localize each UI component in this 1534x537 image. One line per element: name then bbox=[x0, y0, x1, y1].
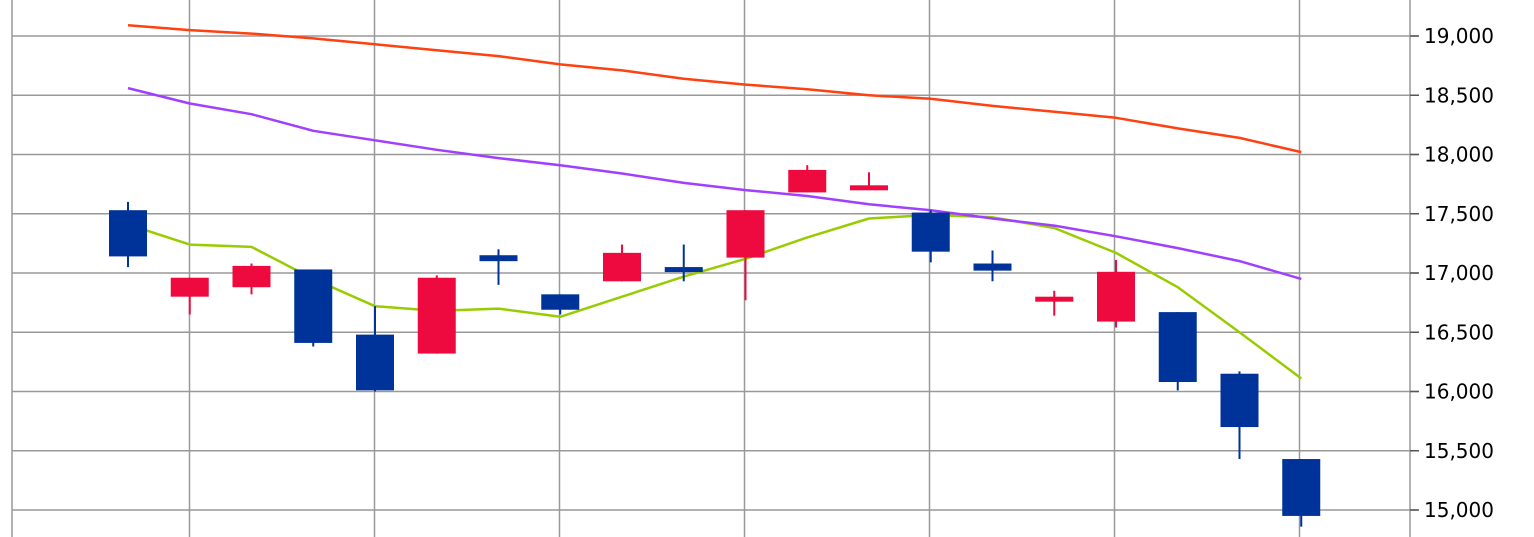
y-tick-label: 18,500 bbox=[1424, 83, 1494, 107]
candle-body-up bbox=[232, 265, 271, 288]
y-tick-label: 18,000 bbox=[1424, 143, 1494, 167]
candle bbox=[911, 210, 950, 263]
y-tick-label: 16,000 bbox=[1424, 380, 1494, 404]
candle bbox=[1097, 259, 1135, 328]
candle-body-down bbox=[1158, 312, 1197, 383]
candle bbox=[479, 249, 518, 285]
candle-body-down bbox=[294, 269, 333, 343]
candle-body-down bbox=[541, 294, 580, 310]
candle bbox=[417, 275, 456, 354]
candle-body-down bbox=[973, 263, 1012, 271]
candle bbox=[788, 165, 827, 193]
candle-body-up bbox=[1097, 271, 1135, 322]
candle-body-up bbox=[417, 277, 456, 354]
candle bbox=[541, 294, 580, 315]
candle-body-up bbox=[603, 252, 641, 282]
candle bbox=[294, 269, 333, 347]
candle bbox=[664, 244, 703, 282]
candle-body-down bbox=[109, 210, 147, 257]
candle bbox=[170, 277, 209, 315]
y-tick-label: 16,500 bbox=[1424, 320, 1494, 344]
candle-body-down bbox=[911, 212, 950, 252]
candle-body-down bbox=[479, 255, 518, 262]
y-tick-label: 17,500 bbox=[1424, 202, 1494, 226]
candle-body-down bbox=[1282, 459, 1321, 516]
candle bbox=[356, 306, 394, 392]
candles bbox=[109, 165, 1321, 527]
candle bbox=[603, 244, 641, 282]
candle-body-up bbox=[726, 210, 765, 258]
candle-body-up bbox=[1035, 296, 1074, 302]
candle bbox=[1035, 290, 1074, 316]
y-axis: 15,000 15,500 16,000 16,500 17,000 17,500 18,0… bbox=[1410, 24, 1494, 522]
y-tick-label: 15,500 bbox=[1424, 439, 1494, 463]
candle-body-down bbox=[356, 334, 394, 391]
candle-body-up bbox=[850, 185, 888, 191]
moving-average-line-3 bbox=[127, 24, 1302, 154]
y-tick-label: 15,000 bbox=[1424, 498, 1494, 522]
candle bbox=[109, 201, 147, 268]
candle-body-down bbox=[664, 267, 703, 273]
candle bbox=[1220, 371, 1259, 460]
candle bbox=[1282, 459, 1321, 527]
y-tick-label: 17,000 bbox=[1424, 261, 1494, 285]
y-tick-label: 19,000 bbox=[1424, 24, 1494, 48]
candle bbox=[973, 250, 1012, 282]
moving-average-line-2 bbox=[127, 86, 1302, 281]
candle-body-down bbox=[1220, 373, 1259, 428]
candle bbox=[726, 210, 765, 301]
candle bbox=[232, 263, 271, 295]
candle bbox=[1158, 312, 1197, 391]
candle-body-up bbox=[788, 169, 827, 193]
candle bbox=[850, 172, 888, 191]
candle-body-up bbox=[170, 277, 209, 297]
